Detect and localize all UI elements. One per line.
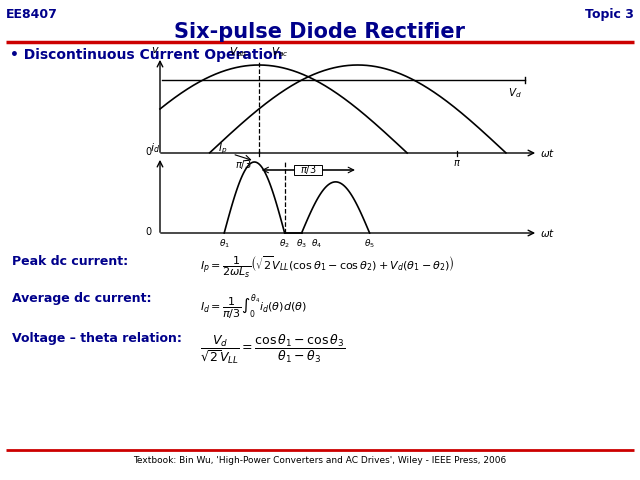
Text: Peak dc current:: Peak dc current: <box>12 255 128 268</box>
Text: $V_{ab}$: $V_{ab}$ <box>229 45 247 59</box>
Text: $\theta_5$: $\theta_5$ <box>364 238 375 251</box>
Text: $V_{ac}$: $V_{ac}$ <box>271 45 289 59</box>
Text: $\pi/3$: $\pi/3$ <box>300 164 317 177</box>
Text: $\omega t$: $\omega t$ <box>540 227 555 239</box>
Text: $v$: $v$ <box>150 45 159 55</box>
Text: $\pi$: $\pi$ <box>452 158 461 168</box>
Text: Average dc current:: Average dc current: <box>12 292 152 305</box>
Text: $I_p = \dfrac{1}{2\omega L_s}\left(\sqrt{2}V_{LL}(\cos\theta_1-\cos\theta_2)+V_d: $I_p = \dfrac{1}{2\omega L_s}\left(\sqrt… <box>200 255 455 280</box>
Text: 0: 0 <box>146 227 152 237</box>
Text: $V_d$: $V_d$ <box>508 86 522 100</box>
Text: Topic 3: Topic 3 <box>585 8 634 21</box>
Text: • Discontinuous Current Operation: • Discontinuous Current Operation <box>10 48 283 62</box>
Text: Six-pulse Diode Rectifier: Six-pulse Diode Rectifier <box>175 22 465 42</box>
Text: $\theta_4$: $\theta_4$ <box>311 238 323 251</box>
Text: $\theta_3$: $\theta_3$ <box>296 238 307 251</box>
Text: $I_p$: $I_p$ <box>218 142 227 156</box>
Text: $I_d = \dfrac{1}{\pi/3}\int_0^{\theta_4} i_d(\theta)d(\theta)$: $I_d = \dfrac{1}{\pi/3}\int_0^{\theta_4}… <box>200 292 307 322</box>
Bar <box>294 165 323 175</box>
Text: Voltage – theta relation:: Voltage – theta relation: <box>12 332 182 345</box>
Text: $\omega t$: $\omega t$ <box>540 147 555 159</box>
Text: $i_d$: $i_d$ <box>150 141 160 155</box>
Text: 0: 0 <box>146 147 152 157</box>
Text: EE8407: EE8407 <box>6 8 58 21</box>
Text: $\theta_2$: $\theta_2$ <box>279 238 290 251</box>
Text: Textbook: Bin Wu, 'High-Power Converters and AC Drives', Wiley - IEEE Press, 200: Textbook: Bin Wu, 'High-Power Converters… <box>133 456 507 465</box>
Text: $\pi/3$: $\pi/3$ <box>235 158 251 171</box>
Text: $\theta_1$: $\theta_1$ <box>219 238 230 251</box>
Text: $\dfrac{V_d}{\sqrt{2}V_{LL}} = \dfrac{\cos\theta_1-\cos\theta_3}{\theta_1-\theta: $\dfrac{V_d}{\sqrt{2}V_{LL}} = \dfrac{\c… <box>200 332 345 366</box>
